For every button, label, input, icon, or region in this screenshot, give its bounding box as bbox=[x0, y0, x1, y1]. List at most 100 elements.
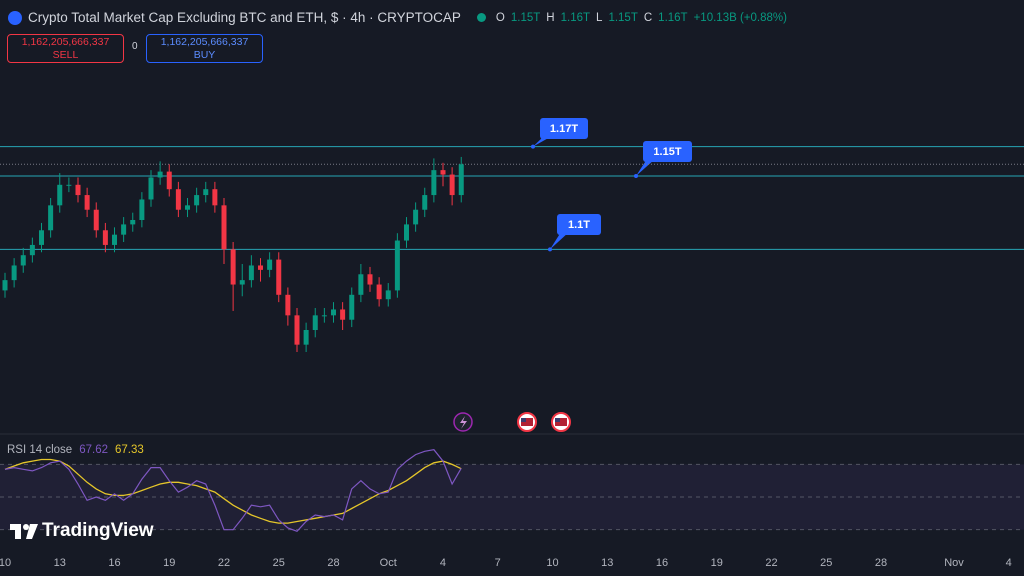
candle-body bbox=[75, 184, 81, 196]
candle-body bbox=[2, 280, 8, 291]
x-tick-label: 4 bbox=[1006, 557, 1012, 569]
ohlc-value: 1.15T bbox=[510, 11, 541, 24]
flag-canton bbox=[521, 418, 526, 422]
candle-body bbox=[385, 290, 391, 300]
candle-body bbox=[111, 234, 117, 245]
buy-button[interactable]: 1,162,205,666,337 BUY bbox=[146, 34, 263, 63]
level-anchor bbox=[548, 247, 552, 252]
level-label: 1.17T bbox=[550, 123, 578, 135]
spread: 0 bbox=[132, 41, 138, 52]
candle-body bbox=[321, 315, 327, 317]
candle-body bbox=[48, 205, 54, 231]
ohlc-key: C bbox=[643, 11, 653, 24]
level-pointer bbox=[636, 159, 655, 176]
rsi-line bbox=[4, 449, 462, 532]
level-label: 1.15T bbox=[653, 146, 681, 158]
candle-body bbox=[330, 309, 336, 316]
candle-body bbox=[440, 170, 446, 175]
x-tick-label: 28 bbox=[875, 557, 887, 569]
candle-body bbox=[230, 249, 236, 285]
x-tick-label: Nov bbox=[944, 557, 964, 569]
candle-body bbox=[157, 171, 163, 178]
x-tick-label: 10 bbox=[0, 557, 11, 569]
buy-price: 1,162,205,666,337 bbox=[160, 36, 249, 48]
candle-body bbox=[184, 205, 190, 210]
level-label-box bbox=[557, 214, 601, 235]
rsi-name[interactable]: RSI 14 close bbox=[7, 444, 73, 456]
candle-body bbox=[294, 315, 300, 345]
logo-mark bbox=[23, 524, 29, 530]
rsi-value: 67.62 bbox=[79, 444, 108, 456]
candle-body bbox=[358, 274, 364, 295]
ohlc-value: 1.16T bbox=[658, 11, 688, 24]
event-icon-bolt bbox=[460, 416, 467, 429]
symbol-icon bbox=[8, 10, 22, 25]
ohlc-value: 1.15T bbox=[608, 11, 638, 24]
candle-body bbox=[376, 284, 382, 300]
sell-button[interactable]: 1,162,205,666,337 SELL bbox=[7, 34, 124, 63]
candle-body bbox=[239, 280, 245, 285]
buy-label: BUY bbox=[193, 49, 216, 61]
flag-fill bbox=[555, 418, 567, 426]
candle-body bbox=[458, 164, 464, 196]
candle-body bbox=[340, 309, 346, 320]
candle-body bbox=[367, 274, 373, 285]
candle-body bbox=[422, 195, 428, 210]
level-label-box bbox=[643, 141, 692, 162]
x-tick-label: 16 bbox=[108, 557, 120, 569]
candle-body bbox=[130, 220, 136, 225]
sell-label: SELL bbox=[52, 49, 79, 61]
rsi-ma-line bbox=[4, 458, 462, 524]
candle-body bbox=[84, 195, 90, 210]
x-tick-label: 25 bbox=[820, 557, 832, 569]
logo-mark bbox=[26, 524, 38, 539]
candle-body bbox=[66, 184, 72, 186]
candle-body bbox=[449, 174, 455, 196]
candle-body bbox=[175, 189, 181, 210]
ohlc-legend: O 1.15T H 1.16T L 1.15T C 1.16T +10.13B (+0.… bbox=[476, 11, 787, 24]
change: +10.13B (+0.88%) bbox=[693, 11, 787, 24]
level-label-box bbox=[540, 118, 588, 139]
level-anchor bbox=[531, 144, 535, 149]
candle-body bbox=[221, 205, 227, 250]
candle-body bbox=[102, 230, 108, 245]
candle-body bbox=[267, 259, 273, 270]
x-tick-label: 10 bbox=[546, 557, 558, 569]
candle-body bbox=[349, 294, 355, 320]
candle-body bbox=[93, 209, 99, 231]
candle-body bbox=[303, 330, 309, 345]
candle-body bbox=[285, 294, 291, 316]
candle-body bbox=[139, 199, 145, 220]
candle-body bbox=[166, 171, 172, 190]
ohlc-value: 1.16T bbox=[560, 11, 591, 24]
ohlc-key: L bbox=[596, 11, 603, 24]
symbol-header: Crypto Total Market Cap Excluding BTC an… bbox=[8, 10, 787, 25]
x-tick-label: 28 bbox=[327, 557, 339, 569]
x-tick-label: 22 bbox=[765, 557, 777, 569]
symbol-title[interactable]: Crypto Total Market Cap Excluding BTC an… bbox=[28, 10, 461, 25]
x-tick-label: 19 bbox=[711, 557, 723, 569]
candle-body bbox=[194, 195, 200, 206]
x-tick-label: 25 bbox=[273, 557, 285, 569]
level-anchor bbox=[634, 174, 638, 178]
logo-mark bbox=[15, 524, 21, 539]
x-tick-label: Oct bbox=[380, 557, 397, 569]
status-dot bbox=[476, 13, 486, 22]
candle-body bbox=[403, 224, 409, 241]
x-tick-label: 4 bbox=[440, 557, 446, 569]
flag-fill bbox=[521, 418, 533, 426]
level-pointer bbox=[550, 232, 569, 250]
x-tick-label: 7 bbox=[495, 557, 501, 569]
x-tick-label: 13 bbox=[54, 557, 66, 569]
candle-body bbox=[248, 265, 254, 281]
candle-body bbox=[212, 189, 218, 206]
rsi-legend: RSI 14 close 67.62 67.33 bbox=[7, 444, 144, 456]
rsi-ma-value: 67.33 bbox=[114, 444, 144, 456]
candle-body bbox=[20, 255, 26, 266]
level-label: 1.1T bbox=[568, 219, 590, 231]
candle-body bbox=[39, 230, 45, 245]
ohlc-key: O bbox=[495, 11, 505, 24]
